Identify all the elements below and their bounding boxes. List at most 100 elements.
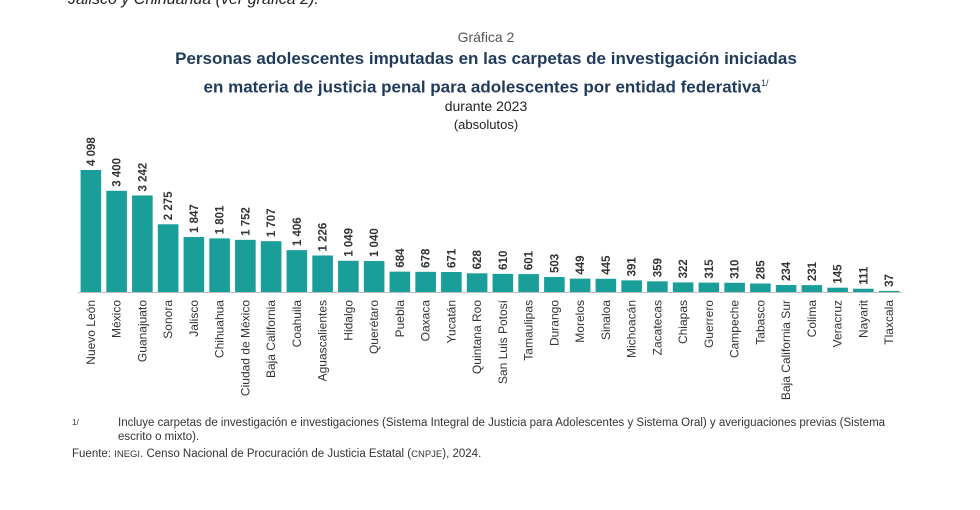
bar — [466, 273, 488, 292]
category-tick-label: Querétaro — [367, 300, 381, 354]
bar-value-label: 1 847 — [189, 204, 201, 233]
category-tick-label: Guanajuato — [135, 300, 149, 362]
category-tick-label: Nuevo León — [84, 300, 98, 365]
bar-value-label: 671 — [446, 248, 458, 268]
footnote-mark: 1/ — [72, 418, 79, 427]
bar — [853, 288, 874, 292]
source-inegi: INEGI — [114, 449, 141, 460]
bar — [106, 190, 127, 292]
bar-value-label: 2 275 — [163, 191, 175, 220]
bar — [724, 282, 745, 292]
bar — [338, 260, 359, 292]
category-tick-label: Coahuila — [290, 300, 304, 348]
bar-value-label: 111 — [858, 266, 870, 285]
bar-value-label: 310 — [730, 260, 742, 279]
bar-value-label: 445 — [601, 255, 613, 275]
bar-value-label: 1 226 — [318, 223, 330, 252]
category-tick-label: Chiapas — [676, 300, 690, 344]
category-tick-label: Zacatecas — [650, 300, 664, 355]
bar-value-label: 1 049 — [343, 228, 355, 257]
bar — [415, 271, 436, 292]
bar-value-label: 234 — [781, 261, 793, 281]
bar-value-label: 601 — [524, 250, 536, 270]
bar-value-label: 37 — [884, 274, 896, 287]
bar — [260, 241, 282, 292]
category-tick-label: Veracruz — [831, 300, 845, 347]
bar-value-label: 678 — [421, 248, 433, 268]
bar-value-label: 449 — [575, 255, 587, 274]
bar — [312, 255, 333, 292]
category-tick-label: Michoacán — [625, 300, 639, 358]
category-tick-label: San Luis Potosí — [496, 299, 510, 384]
category-tick-label: Ciudad de México — [238, 300, 252, 396]
category-tick-label: Campeche — [728, 300, 742, 358]
category-tick-label: Tabasco — [753, 300, 767, 345]
chart-units: (absolutos) — [453, 117, 519, 132]
bar-value-label: 4 098 — [86, 137, 98, 166]
bar-value-label: 1 752 — [240, 207, 252, 236]
bar — [750, 283, 771, 292]
bar-value-label: 1 707 — [266, 208, 278, 237]
title-footnote-mark: 1/ — [760, 78, 769, 88]
category-tick-label: Sinaloa — [599, 300, 613, 340]
bar-value-label: 231 — [807, 261, 819, 281]
bar — [286, 250, 308, 292]
source-label: Fuente: — [72, 448, 111, 460]
category-tick-label: Nayarit — [856, 299, 870, 338]
bar — [389, 271, 411, 292]
bar — [698, 282, 720, 292]
bar — [518, 274, 539, 292]
bar-value-label: 1 040 — [369, 228, 381, 257]
bar — [441, 272, 462, 292]
bar — [235, 239, 256, 292]
bar — [569, 278, 591, 292]
bar-value-label: 1 406 — [292, 217, 304, 246]
bar — [544, 277, 565, 292]
source-text: . Censo Nacional de Procuración de Justi… — [140, 448, 412, 460]
bar — [595, 278, 617, 292]
category-tick-label: Hidalgo — [341, 300, 355, 341]
bar-value-label: 315 — [704, 259, 716, 279]
bar — [183, 237, 205, 292]
source-cnpje: CNPJE — [411, 449, 443, 460]
chart-subtitle: durante 2023 — [444, 98, 528, 114]
category-tick-label: Sonora — [161, 300, 175, 339]
category-tick-label: Tamaulipas — [522, 300, 536, 361]
bar — [363, 261, 385, 292]
bar-value-label: 3 400 — [112, 158, 124, 187]
bar — [801, 285, 823, 292]
category-tick-label: Guerrero — [702, 300, 716, 348]
category-tick-label: Morelos — [573, 300, 587, 343]
bar-value-label: 322 — [678, 259, 690, 278]
bar-value-label: 503 — [549, 254, 561, 273]
bar-value-label: 3 242 — [137, 163, 149, 192]
chart-title-line-1: Personas adolescentes imputadas en las c… — [175, 49, 797, 68]
bar — [209, 238, 230, 292]
bar-value-label: 1 801 — [215, 205, 227, 234]
bar-value-label: 684 — [395, 248, 407, 268]
category-tick-label: Jalisco — [187, 300, 201, 337]
bar — [132, 195, 153, 292]
bar — [775, 285, 797, 292]
category-tick-label: Quintana Roo — [470, 300, 484, 374]
bar-value-label: 391 — [627, 257, 639, 277]
bar-value-label: 145 — [833, 264, 845, 284]
category-tick-label: Yucatán — [444, 300, 458, 343]
bar — [827, 287, 848, 292]
bar-value-label: 285 — [755, 260, 767, 280]
bar — [672, 282, 694, 292]
footnote-text: Incluye carpetas de investigación e inve… — [118, 417, 886, 443]
bar — [621, 280, 642, 292]
chart-title: Personas adolescentes imputadas en las c… — [0, 46, 972, 100]
category-tick-label: Chihuahua — [213, 300, 227, 358]
source-year: ), 2024. — [442, 448, 482, 460]
bar — [80, 170, 102, 292]
chart-title-line-2: en materia de justicia penal para adoles… — [203, 77, 761, 97]
bar-value-label: 628 — [472, 250, 484, 270]
category-tick-label: Durango — [547, 300, 561, 346]
source-line: Fuente: INEGI. Censo Nacional de Procura… — [72, 448, 481, 460]
bar — [492, 273, 514, 292]
category-tick-label: Oaxaca — [419, 300, 433, 342]
bar-value-label: 610 — [498, 251, 510, 270]
